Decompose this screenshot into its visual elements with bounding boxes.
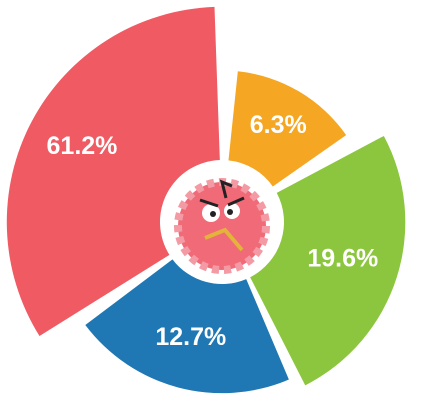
slices	[6, 6, 406, 394]
slice	[250, 135, 406, 386]
center-icon	[162, 162, 282, 282]
value-label: 19.6%	[307, 245, 378, 273]
value-label: 61.2%	[47, 132, 118, 160]
pupil	[227, 209, 233, 215]
slice	[228, 71, 347, 187]
antenna	[219, 179, 233, 199]
slice	[85, 259, 289, 394]
value-label: 6.3%	[250, 111, 307, 139]
brow	[199, 196, 245, 208]
slice	[6, 6, 220, 337]
tool	[204, 227, 244, 252]
value-label: 12.7%	[155, 323, 226, 351]
pupil	[210, 211, 216, 217]
gear	[174, 178, 270, 274]
